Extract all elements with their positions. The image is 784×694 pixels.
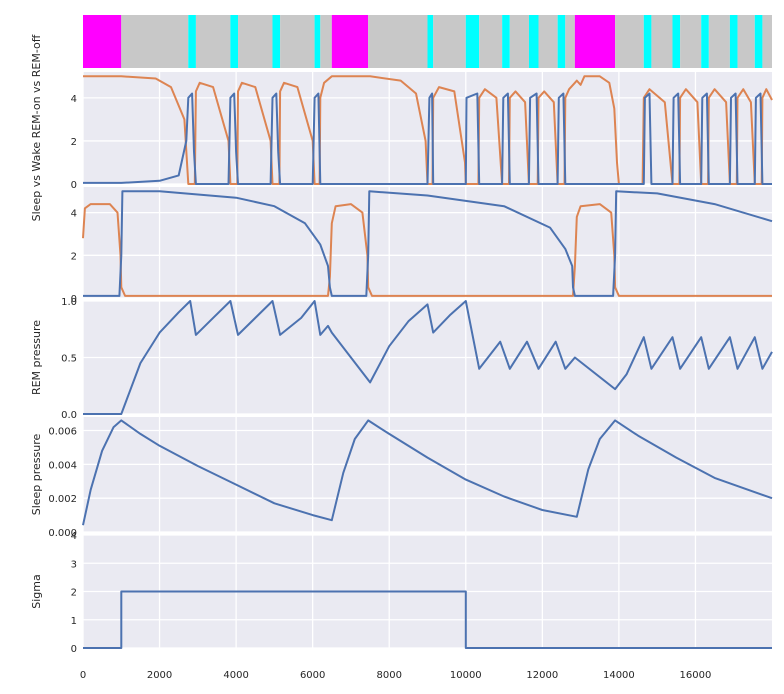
x-tick-label: 14000 bbox=[603, 670, 635, 681]
hypnogram-segment-nrem bbox=[708, 15, 730, 68]
y-tick-label: 2 bbox=[71, 251, 77, 262]
hypnogram-segment-nrem bbox=[195, 15, 231, 68]
y-tick-label: 0 bbox=[71, 294, 77, 305]
x-tick-label: 2000 bbox=[147, 670, 172, 681]
panel-background bbox=[83, 417, 772, 532]
hypnogram-segment-nrem bbox=[121, 15, 189, 68]
hypnogram-segment-rem bbox=[272, 15, 281, 68]
series-line-blue bbox=[83, 92, 772, 185]
y-tick-label: 0.000 bbox=[48, 528, 77, 539]
y-tick-label: 4 bbox=[71, 531, 77, 542]
hypnogram-segment-nrem bbox=[538, 15, 558, 68]
panel-rem: 0 2 4 Sleep vs Wake REM-on vs REM-off bbox=[30, 34, 773, 221]
hypnogram-segment-nrem bbox=[565, 15, 575, 68]
hypnogram-segment-rem bbox=[701, 15, 709, 68]
y-axis-label: REM pressure bbox=[30, 320, 43, 395]
y-tick-label: 4 bbox=[71, 94, 77, 105]
hypnogram-segment-rem bbox=[230, 15, 239, 68]
hypnogram-segment-wake bbox=[331, 15, 369, 68]
series-line-orange bbox=[82, 203, 772, 297]
hypnogram-segment-nrem bbox=[615, 15, 644, 68]
hypnogram-segment-rem bbox=[427, 15, 434, 68]
y-tick-label: 0 bbox=[71, 180, 77, 191]
panel-sigma: 0 1 2 3 4 Sigma bbox=[30, 531, 772, 655]
series-line-blue bbox=[83, 190, 773, 297]
series-line-blue bbox=[83, 300, 773, 415]
panel-background bbox=[83, 187, 772, 298]
y-tick-label: 0.002 bbox=[48, 494, 77, 505]
hypnogram-segment-wake bbox=[83, 15, 122, 68]
hypnogram-segment-rem bbox=[465, 15, 480, 68]
hypnogram-segment-nrem bbox=[737, 15, 755, 68]
y-tick-label: 0.004 bbox=[48, 460, 77, 471]
hypnogram-segment-wake bbox=[574, 15, 616, 68]
x-tick-label: 6000 bbox=[300, 670, 325, 681]
x-tick-label: 0 bbox=[80, 670, 86, 681]
x-tick-label: 10000 bbox=[450, 670, 482, 681]
panel-sleepp: 0.000 0.002 0.004 0.006 Sleep pressure bbox=[30, 417, 773, 539]
x-axis: 0 2000 4000 6000 8000 10000 12000 14000 16000 bbox=[80, 670, 712, 681]
hypnogram-segment-rem bbox=[528, 15, 539, 68]
hypnogram-bar bbox=[83, 15, 772, 68]
hypnogram-segment-nrem bbox=[320, 15, 332, 68]
y-tick-label: 0.006 bbox=[48, 427, 77, 438]
series-line-blue bbox=[83, 590, 772, 649]
hypnogram-segment-nrem bbox=[762, 15, 772, 68]
hypnogram-segment-rem bbox=[557, 15, 566, 68]
panel-remp: 0.0 0.5 1.0 REM pressure bbox=[30, 297, 773, 421]
x-tick-label: 8000 bbox=[376, 670, 401, 681]
series-line-blue bbox=[82, 419, 773, 526]
x-tick-label: 16000 bbox=[680, 670, 712, 681]
y-tick-label: 3 bbox=[71, 559, 77, 570]
y-tick-label: 0.5 bbox=[61, 354, 77, 365]
y-axis-label: Sleep vs Wake REM-on vs REM-off bbox=[30, 34, 43, 221]
hypnogram-segment-nrem bbox=[680, 15, 702, 68]
panel-sw: 0 2 4 bbox=[71, 187, 773, 305]
y-tick-label: 2 bbox=[71, 588, 77, 599]
hypnogram-segment-nrem bbox=[509, 15, 529, 68]
x-tick-label: 4000 bbox=[223, 670, 248, 681]
hypnogram-segment-rem bbox=[754, 15, 763, 68]
y-tick-label: 2 bbox=[71, 137, 77, 148]
y-tick-label: 4 bbox=[71, 209, 77, 220]
hypnogram-segment-rem bbox=[672, 15, 681, 68]
hypnogram-segment-rem bbox=[314, 15, 321, 68]
hypnogram-segment-rem bbox=[502, 15, 510, 68]
y-tick-label: 1 bbox=[71, 616, 77, 627]
hypnogram-segment-nrem bbox=[368, 15, 428, 68]
x-tick-label: 12000 bbox=[526, 670, 558, 681]
hypnogram-segment-rem bbox=[729, 15, 738, 68]
hypnogram-segment-rem bbox=[643, 15, 652, 68]
y-tick-label: 0 bbox=[71, 644, 77, 655]
hypnogram-segment-nrem bbox=[479, 15, 503, 68]
hypnogram-segment-rem bbox=[188, 15, 196, 68]
y-axis-label: Sigma bbox=[30, 574, 43, 608]
hypnogram-segment-nrem bbox=[433, 15, 466, 68]
hypnogram-segment-nrem bbox=[651, 15, 673, 68]
y-tick-label: 0.0 bbox=[61, 410, 77, 421]
hypnogram-segment-nrem bbox=[280, 15, 315, 68]
y-tick-label: 1.0 bbox=[61, 297, 77, 308]
hypnogram-segment-nrem bbox=[238, 15, 273, 68]
y-axis-label: Sleep pressure bbox=[30, 433, 43, 515]
